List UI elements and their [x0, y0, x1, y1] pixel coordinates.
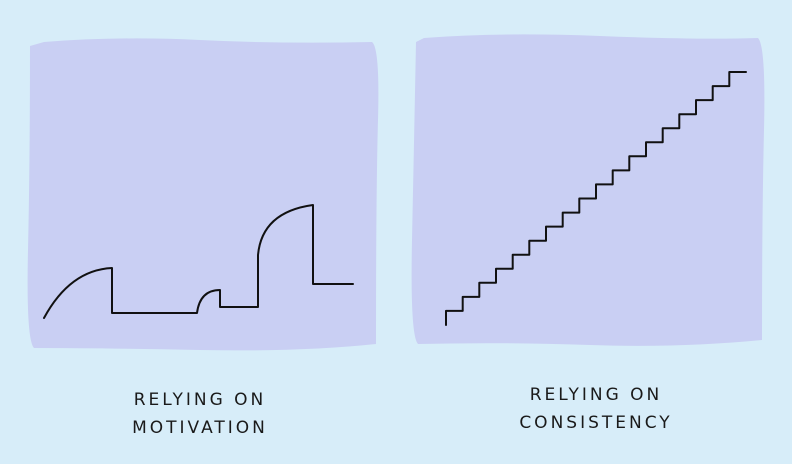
caption: RELYING ON: [134, 390, 267, 410]
caption: MOTIVATION: [132, 418, 268, 438]
consistency-panel: [411, 34, 765, 346]
caption: CONSISTENCY: [519, 413, 672, 433]
consistency-stairs: [445, 71, 747, 326]
motivation-panel: [27, 38, 379, 351]
caption: RELYING ON: [530, 385, 663, 405]
motivation-line: [43, 204, 354, 319]
